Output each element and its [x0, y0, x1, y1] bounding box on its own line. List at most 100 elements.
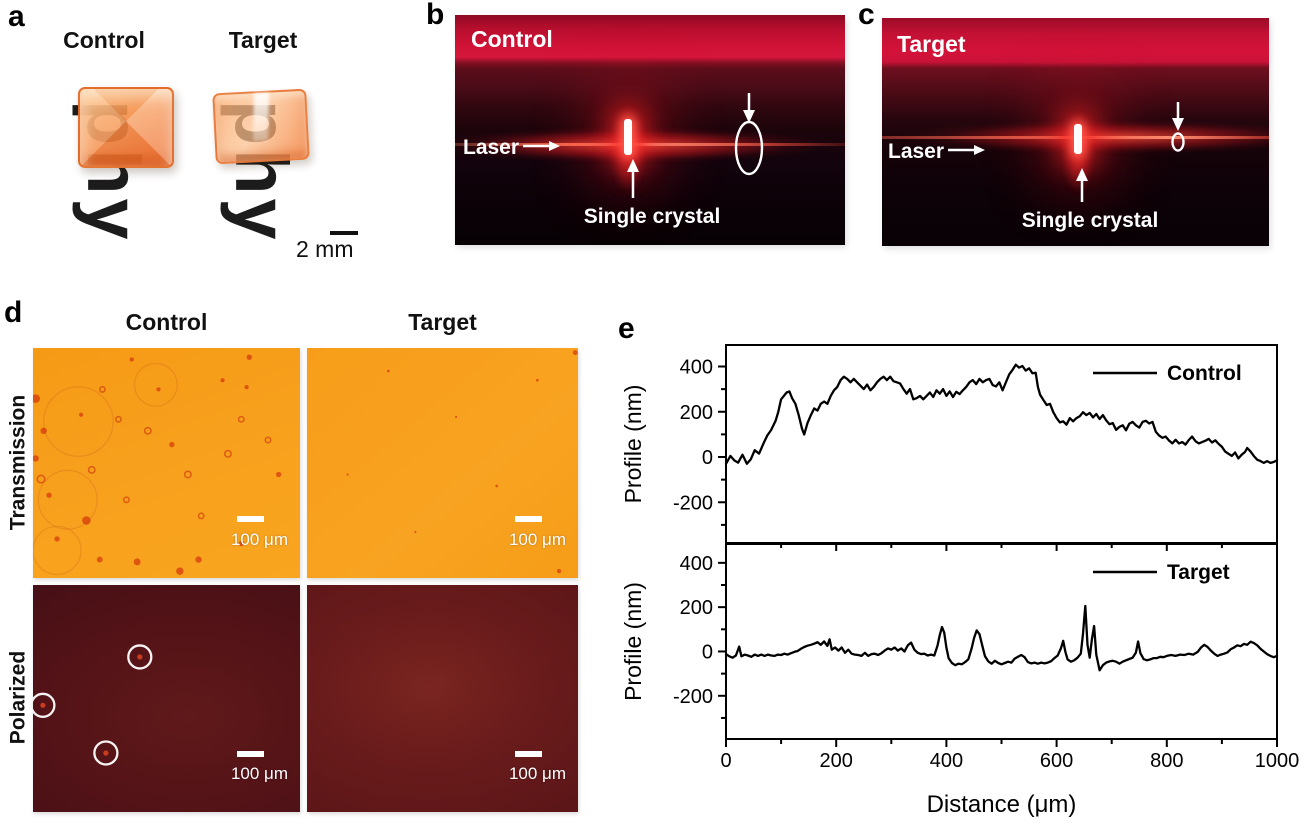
micrograph-transmission-control: 100 μm: [33, 348, 300, 578]
defect-circle-marker: [127, 644, 153, 670]
red-defect-spot: [556, 568, 562, 574]
x-tick-label: 1000: [1255, 750, 1300, 772]
red-defect-spot: [96, 556, 103, 563]
defect-arrow-head: [1172, 118, 1184, 131]
x-tick-label: 200: [820, 750, 853, 772]
red-defect-spot: [183, 470, 192, 479]
red-defect-spot: [195, 556, 202, 563]
single-crystal-streak: [1074, 124, 1082, 154]
panel-b-photo: Control Laser Single crystal: [455, 15, 845, 245]
scale-bar: [237, 750, 264, 757]
single-crystal-streak: [624, 119, 632, 155]
red-defect-spot: [454, 415, 458, 419]
y-axis-title: Profile (nm): [620, 385, 646, 504]
red-defect-spot: [40, 427, 47, 435]
micrograph-polarized-control: 100 μm: [33, 585, 300, 812]
scale-bar: [515, 750, 542, 757]
red-defect-spot: [572, 350, 578, 356]
red-defect-spot: [535, 378, 539, 382]
panel-c-photo: Target Laser Single crystal: [882, 18, 1269, 246]
panel-b-title: Control: [471, 26, 553, 52]
target-trace: [724, 604, 1279, 672]
scale-label: 100 μm: [230, 764, 288, 784]
legend-target: Target: [1167, 561, 1230, 584]
profile-chart: -200 0 200 400 Profile (nm) Control -200 0 200 40…: [620, 344, 1300, 818]
defect-circles: [33, 644, 153, 766]
red-defect-spot: [244, 384, 249, 390]
red-defect-spot: [495, 484, 499, 488]
y-tick-label: 400: [680, 356, 713, 378]
x-tick-label: 800: [1150, 750, 1183, 772]
scale-bar: [237, 515, 264, 522]
red-defect-spot: [114, 415, 122, 423]
scale-label: 100 μm: [508, 529, 566, 549]
defect-circle-marker: [33, 692, 56, 718]
scale-label: 100 μm: [230, 529, 288, 549]
y-tick-label: -200: [673, 492, 713, 514]
y-tick-label: 200: [680, 402, 713, 424]
panel-c-annotations: Target Laser Single crystal: [888, 31, 1185, 232]
red-defect-spot: [169, 441, 175, 448]
red-defect-spot: [33, 455, 39, 462]
red-defect-spot: [246, 354, 252, 360]
target-crystal-photo: [212, 88, 310, 165]
defect-dot: [103, 750, 109, 756]
red-defect-spot: [346, 473, 349, 476]
scale-label: 100 μm: [508, 764, 566, 784]
red-defect-spot: [275, 471, 282, 478]
control-trace: [724, 363, 1279, 465]
scale-bar: [330, 231, 358, 235]
panel-d-control-header: Control: [125, 309, 208, 335]
laser-arrow-head: [549, 141, 560, 151]
subplot-target: -200 0 200 400 0 200 400 600 800 1000 Profile (nm)…: [620, 543, 1300, 772]
panel-a-control-label: Control: [63, 27, 145, 53]
defect-spots: [346, 350, 578, 574]
y-tick-label: 0: [702, 641, 713, 663]
defect-arrow-head: [743, 110, 755, 123]
y-tick-label: -200: [673, 686, 713, 708]
laser-beam-core: [455, 143, 845, 146]
single-crystal-label: Single crystal: [584, 205, 721, 228]
red-defect-spot: [129, 357, 134, 362]
defect-spots: [33, 354, 282, 576]
red-defect-spot: [238, 540, 244, 547]
laser-label: Laser: [463, 136, 519, 159]
defect-dot: [40, 702, 46, 708]
faint-swirl: [33, 525, 82, 576]
crystal-arrow-head: [627, 159, 639, 172]
red-defect-spot: [122, 496, 130, 504]
red-defect-spot: [264, 436, 272, 444]
x-tick-label: 400: [930, 750, 963, 772]
red-defect-spot: [82, 516, 91, 525]
red-defect-spot: [98, 385, 106, 393]
x-tick-label: 0: [720, 750, 731, 772]
defect-dot: [137, 654, 143, 660]
row-label-polarized: Polarized: [6, 650, 30, 745]
red-defect-spot: [220, 378, 225, 383]
y-axis-title: Profile (nm): [620, 582, 646, 701]
y-tick-label: 200: [680, 597, 713, 619]
scale-bar: [515, 515, 542, 522]
panel-d-target-header: Target: [408, 309, 477, 335]
red-defect-spot: [386, 369, 390, 373]
micrograph-polarized-target: 100 μm: [307, 585, 578, 812]
faint-swirl: [133, 362, 178, 407]
laser-label: Laser: [888, 140, 944, 163]
control-crystal-photo: [78, 87, 174, 168]
red-defect-spot: [197, 512, 205, 520]
faint-swirl: [43, 386, 114, 457]
panel-b-annotations: Control Laser Single crystal: [463, 26, 764, 228]
crystal-glitter-streak: [252, 92, 269, 142]
crystal-arrow-head: [1076, 168, 1088, 181]
micrograph-transmission-target: 100 μm: [307, 348, 578, 578]
red-defect-spot: [156, 387, 161, 392]
panel-a-target-label: Target: [228, 27, 298, 53]
crystal-facet: [80, 89, 172, 166]
defect-ellipse: [734, 120, 764, 176]
panel-label-e: e: [618, 312, 635, 345]
subplot-control: -200 0 200 400 Profile (nm) Control: [620, 344, 1279, 551]
y-tick-label: 400: [680, 553, 713, 575]
red-defect-spot: [133, 558, 141, 566]
red-defect-spot: [78, 412, 84, 417]
